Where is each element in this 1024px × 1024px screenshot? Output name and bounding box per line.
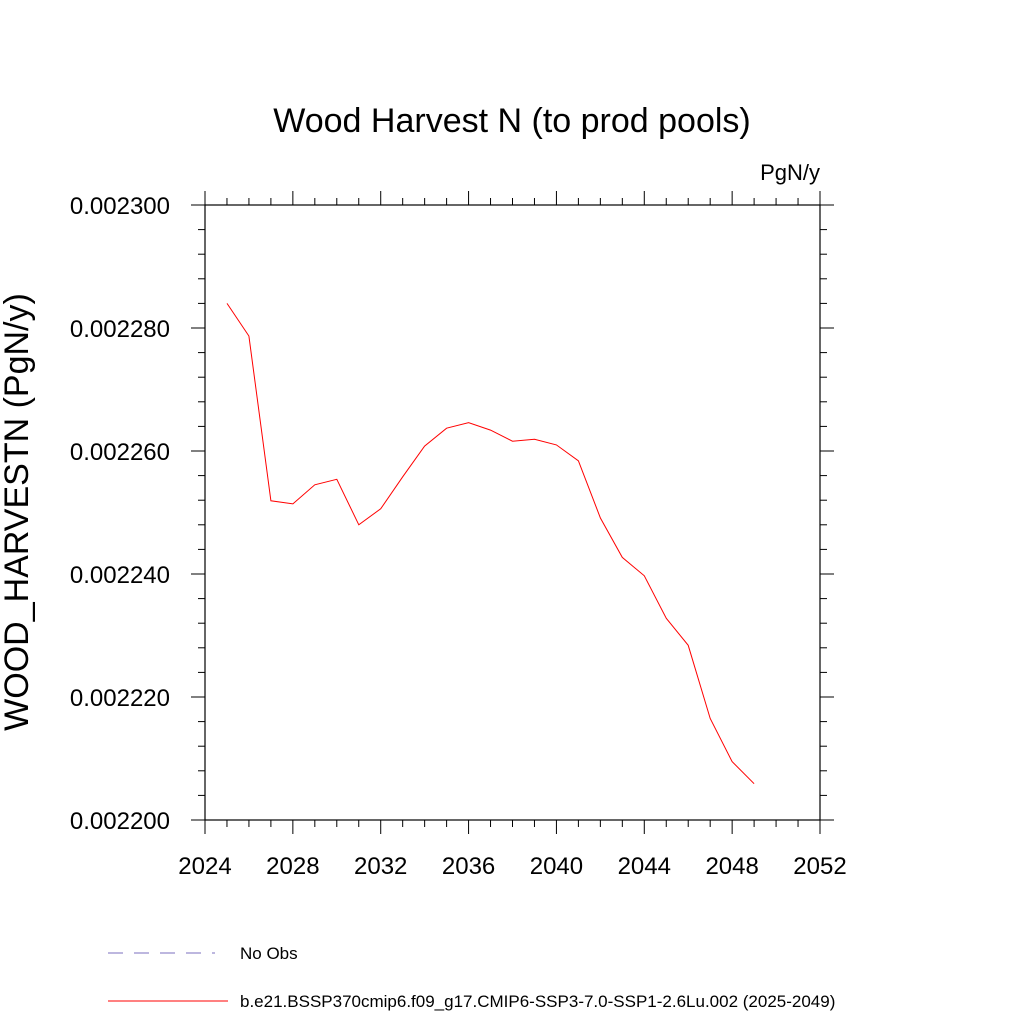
y-tick-label: 0.002240 [70, 562, 170, 589]
series-line [226, 303, 755, 785]
x-tick-labels: 2024 2028 2032 2036 2040 2044 2048 2052 [178, 853, 846, 880]
y-tick-labels: 0.002200 0.002220 0.002240 0.002260 0.002280… [70, 193, 170, 835]
legend-label-no-obs: No Obs [240, 944, 298, 963]
y-tick-label: 0.002300 [70, 193, 170, 220]
axis-ticks [191, 191, 834, 834]
legend: No Obs b.e21.BSSP370cmip6.f09_g17.CMIP6-… [108, 944, 835, 1011]
x-tick-label: 2048 [705, 853, 758, 880]
y-tick-label: 0.002200 [70, 808, 170, 835]
series-layer [226, 303, 755, 785]
x-tick-label: 2036 [442, 853, 495, 880]
y-tick-label: 0.002280 [70, 316, 170, 343]
units-label: PgN/y [760, 160, 820, 185]
x-tick-label: 2028 [266, 853, 319, 880]
chart-title: Wood Harvest N (to prod pools) [273, 102, 750, 140]
plot-frame [204, 204, 821, 821]
y-axis-label: WOOD_HARVESTN (PgN/y) [0, 293, 36, 731]
y-tick-label: 0.002220 [70, 685, 170, 712]
x-tick-label: 2044 [618, 853, 671, 880]
y-tick-label: 0.002260 [70, 439, 170, 466]
x-tick-label: 2024 [178, 853, 231, 880]
legend-label-run: b.e21.BSSP370cmip6.f09_g17.CMIP6-SSP3-7.… [240, 992, 835, 1011]
x-tick-label: 2052 [793, 853, 846, 880]
x-tick-label: 2032 [354, 853, 407, 880]
x-tick-label: 2040 [530, 853, 583, 880]
